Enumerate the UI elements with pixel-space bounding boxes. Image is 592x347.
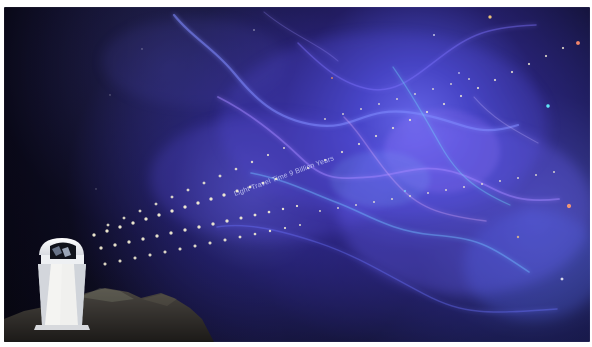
mountain bbox=[4, 288, 214, 342]
cosmic-illustration: Light Travel Time 9 Billion Years bbox=[4, 7, 590, 342]
cosmic-scene-svg: Light Travel Time 9 Billion Years bbox=[4, 11, 590, 342]
nebula-cloud bbox=[102, 18, 590, 320]
observatory bbox=[34, 238, 90, 330]
stars bbox=[95, 15, 580, 281]
filaments bbox=[172, 11, 560, 313]
light-paths bbox=[92, 46, 565, 266]
